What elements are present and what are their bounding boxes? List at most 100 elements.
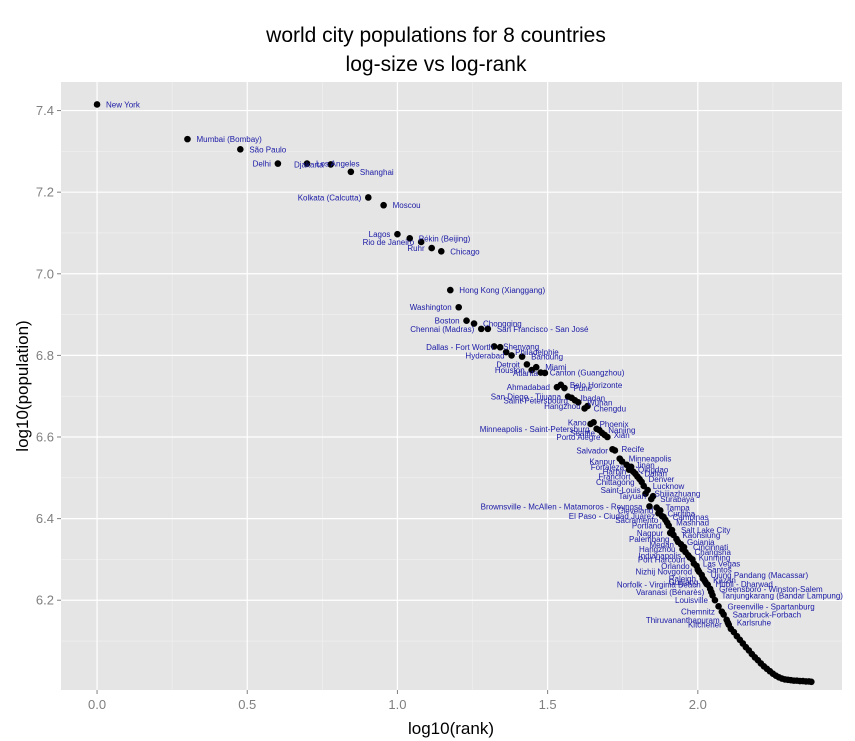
- y-tick-label: 6.8: [36, 348, 54, 363]
- point-label: Tanjungkarang (Bandar Lampung): [722, 591, 844, 600]
- point-label: Minneapolis - Saint-Petersburg: [480, 425, 590, 434]
- point-label: Chemnitz: [681, 608, 715, 617]
- point-label: Pune: [573, 384, 592, 393]
- data-point: [417, 238, 425, 246]
- point-label: Wuhan: [587, 398, 612, 407]
- data-point: [711, 596, 719, 604]
- point-label: Fortaleza: [591, 463, 625, 472]
- point-label: New York: [106, 100, 141, 109]
- x-tick-label: 1.0: [388, 697, 406, 712]
- x-tick-label: 0.5: [238, 697, 256, 712]
- point-label: Detroit: [496, 360, 520, 369]
- data-point: [646, 503, 653, 510]
- point-label: Guiyang: [669, 578, 699, 587]
- point-label: Saarbruck-Forbach: [733, 611, 801, 620]
- point-label: Mashhad: [676, 519, 709, 528]
- data-point: [502, 348, 510, 356]
- point-label: Cleveland: [618, 506, 654, 515]
- data-point: [237, 146, 244, 153]
- point-label: Saint-Petersbourg: [503, 396, 567, 405]
- data-point: [327, 161, 335, 168]
- point-label: Ibadan: [581, 394, 605, 403]
- data-point: [364, 194, 372, 201]
- point-label: Shijiazhuang: [655, 490, 701, 499]
- point-label: Qingdao: [638, 466, 669, 475]
- point-label: Medan: [650, 540, 674, 549]
- data-point: [477, 325, 485, 333]
- point-label: Raleigh: [669, 575, 696, 584]
- y-tick-label: 7.2: [36, 185, 54, 200]
- point-label: Kano: [568, 418, 587, 427]
- axis-ticks: 0.0 0.5 1.0 1.5 2.0 6.2 6.4 6.6 6.8 7.0 7.2 7.4: [36, 103, 707, 712]
- point-label: Hubli - Dharwad: [716, 580, 773, 589]
- data-point: [303, 160, 311, 167]
- point-label: Nagpur: [637, 529, 664, 538]
- point-label: Ahmadabad: [507, 383, 550, 392]
- point-label: São Paulo: [249, 145, 286, 154]
- point-label: Pékin (Beijing): [419, 234, 471, 243]
- point-label: Norfolk - Virginia Beach: [617, 581, 701, 590]
- grid-major: [61, 82, 842, 690]
- data-point: [508, 352, 515, 359]
- data-point: [463, 317, 470, 325]
- data-point: [406, 234, 414, 242]
- chart-title: world city populations for 8 countries: [265, 24, 606, 47]
- data-point: [561, 384, 568, 392]
- data-point: [484, 325, 492, 333]
- point-label: Kolkata (Calcutta): [298, 193, 362, 202]
- data-point: [523, 361, 531, 368]
- point-label: Hong Kong (Xianggang): [459, 286, 545, 295]
- point-label: Miami: [545, 363, 567, 372]
- data-point: [587, 420, 594, 428]
- point-label: Louisville: [675, 596, 708, 605]
- point-label: Nizhij Novgorod: [636, 568, 692, 577]
- point-label: Djakarta: [294, 160, 324, 169]
- point-label: Thiruvananthapuram: [646, 616, 720, 625]
- x-tick-label: 1.5: [539, 697, 557, 712]
- point-label: Canton (Guangzhou): [550, 369, 625, 378]
- point-label: El Paso - Ciudad Juarez: [569, 512, 655, 521]
- point-label: Brownsville - McAllen - Matamoros - Reyn…: [481, 502, 643, 511]
- point-label: Campinas: [673, 513, 709, 522]
- point-label: Shanghai: [360, 168, 394, 177]
- y-tick-label: 6.6: [36, 430, 54, 445]
- chart-subtitle: log-size vs log-rank: [346, 53, 527, 76]
- grid-minor: [61, 82, 842, 690]
- data-point: [490, 343, 498, 350]
- point-label: Taiyuan: [618, 492, 646, 501]
- point-label: Chennai (Madras): [410, 325, 474, 334]
- data-point: [380, 201, 387, 209]
- point-label: Kazan: [713, 576, 736, 585]
- data-point: [184, 135, 191, 143]
- point-label: Hyderabad: [465, 351, 504, 360]
- point-label: Washington: [410, 303, 452, 312]
- y-axis-title: log10(population): [13, 320, 32, 451]
- point-label: San Diego - Tijuana: [491, 393, 562, 402]
- point-label: Shenyang: [503, 342, 539, 351]
- data-point: [394, 230, 401, 238]
- point-label: Nanjing: [608, 426, 635, 435]
- data-point: [715, 603, 722, 610]
- point-label: Kunming: [699, 553, 731, 562]
- point-label: Tampa: [666, 504, 691, 513]
- point-label: Harbin: [603, 468, 627, 477]
- point-label: Houston: [495, 366, 525, 375]
- data-point: [611, 447, 619, 454]
- point-label: Ujung Pandang (Macassar): [711, 571, 809, 580]
- point-label: Ruhr: [407, 244, 425, 253]
- point-label: Changsha: [694, 548, 731, 557]
- point-label: Francfort: [598, 473, 631, 482]
- point-label: Las Vegas: [703, 560, 740, 569]
- data-point: [93, 101, 101, 108]
- point-label: Chengdu: [594, 404, 626, 413]
- point-label: Moscou: [393, 201, 421, 210]
- data-point: [455, 303, 463, 311]
- point-label: Greenville - Spartanburg: [728, 602, 815, 611]
- point-label: Hangzhou: [544, 402, 580, 411]
- data-point: [428, 244, 435, 252]
- data-point: [574, 399, 582, 406]
- point-label: Belo Horizonte: [570, 381, 623, 390]
- x-tick-label: 0.0: [88, 697, 106, 712]
- data-point: [541, 369, 549, 377]
- point-label: Mumbai (Bombay): [196, 135, 262, 144]
